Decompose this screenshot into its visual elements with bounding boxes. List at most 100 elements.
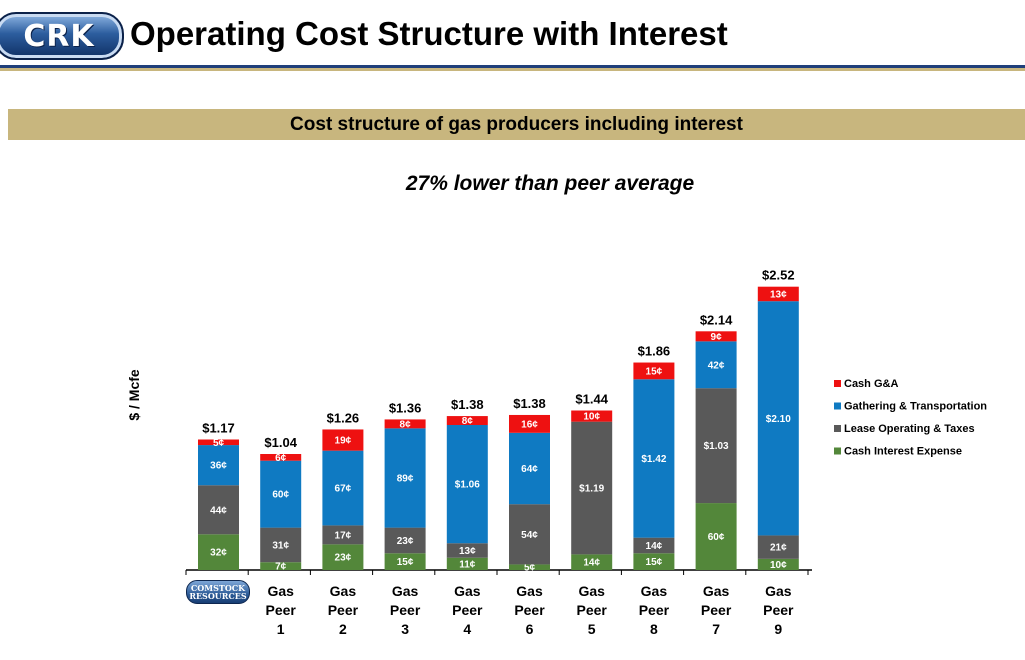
bar-segment — [695, 388, 737, 504]
bar-segment — [695, 503, 737, 570]
segment-label: 60¢ — [272, 490, 289, 501]
segment-label: 32¢ — [210, 548, 227, 559]
bar-total-label: $1.04 — [264, 435, 297, 450]
x-tick-label: Peer — [328, 602, 359, 618]
segment-label: 10¢ — [770, 560, 787, 571]
bar-segment — [509, 432, 550, 505]
bar-total-label: $1.38 — [451, 397, 484, 412]
segment-label: $1.42 — [641, 454, 666, 465]
bar-segment — [633, 537, 675, 554]
segment-label: 11¢ — [459, 559, 476, 570]
bar-segment — [260, 454, 302, 461]
bar-segment — [757, 535, 799, 559]
bar-segment — [384, 419, 426, 429]
segment-label: 5¢ — [213, 438, 225, 449]
bar-total-label: $1.44 — [575, 392, 608, 407]
segment-label: 14¢ — [583, 558, 600, 569]
bar-segment — [384, 527, 426, 554]
segment-label: 36¢ — [210, 461, 227, 472]
bar-segment — [509, 564, 550, 570]
segment-label: $1.19 — [579, 484, 604, 495]
segment-label: 16¢ — [521, 419, 538, 430]
segment-label: 10¢ — [583, 412, 600, 423]
segment-label: 23¢ — [397, 536, 414, 547]
bar-segment — [322, 525, 364, 545]
segment-label: 54¢ — [521, 530, 538, 541]
bar-segment — [384, 428, 426, 528]
bar-segment — [509, 414, 550, 433]
x-tick-label: Peer — [639, 602, 670, 618]
bar-segment — [633, 553, 675, 570]
legend-label: Cash Interest Expense — [844, 446, 962, 458]
segment-label: 8¢ — [462, 416, 474, 427]
x-tick-label: Gas — [765, 583, 792, 599]
x-tick-label: 3 — [401, 621, 409, 637]
bar-segment — [757, 558, 799, 570]
segment-label: 14¢ — [646, 541, 663, 552]
segment-label: 15¢ — [646, 366, 663, 377]
bar-segment — [446, 557, 488, 570]
x-tick-label: Gas — [641, 583, 668, 599]
bar-total-label: $1.86 — [638, 344, 671, 359]
x-tick-label: Gas — [703, 583, 730, 599]
x-tick-label: Peer — [701, 602, 732, 618]
x-tick-label: Gas — [267, 583, 294, 599]
header-rule-tan — [0, 68, 1025, 71]
segment-label: 5¢ — [524, 563, 536, 574]
legend-swatch — [834, 447, 841, 455]
bar-total-label: $1.17 — [202, 421, 235, 436]
bar-total-label: $1.38 — [513, 396, 546, 411]
bar-segment — [446, 416, 488, 425]
segment-label: 17¢ — [335, 530, 352, 541]
bar-segment — [322, 544, 364, 570]
segment-label: 6¢ — [275, 453, 287, 464]
segment-label: 21¢ — [770, 543, 787, 554]
bar-segment — [260, 460, 302, 528]
legend-swatch — [834, 402, 841, 410]
bar-segment — [695, 341, 737, 389]
page-title: Operating Cost Structure with Interest — [130, 15, 728, 52]
bar-segment — [198, 485, 239, 535]
segment-label: $1.03 — [704, 441, 729, 452]
legend-label: Gathering & Transportation — [844, 401, 987, 413]
x-tick-label: Gas — [516, 583, 543, 599]
x-tick-label: Peer — [577, 602, 608, 618]
bar-segment — [322, 429, 364, 451]
bar-total-label: $2.14 — [700, 312, 733, 327]
x-tick-label: Peer — [390, 602, 421, 618]
bar-segment — [633, 379, 675, 538]
bar-segment — [633, 362, 675, 380]
x-tick-label: Gas — [454, 583, 481, 599]
x-tick-label: 9 — [774, 621, 782, 637]
segment-label: 67¢ — [335, 484, 352, 495]
x-tick-label: 7 — [712, 621, 720, 637]
bar-total-label: $2.52 — [762, 268, 795, 283]
segment-label: 9¢ — [711, 332, 723, 343]
comstock-logo: COMSTOCK RESOURCES — [186, 580, 250, 604]
bar-segment — [260, 562, 302, 570]
x-tick-label: Gas — [330, 583, 357, 599]
x-tick-label: 4 — [463, 621, 471, 637]
bar-segment — [260, 527, 302, 563]
x-tick-label: Peer — [266, 602, 297, 618]
segment-label: 8¢ — [400, 419, 412, 430]
x-tick-label: Peer — [514, 602, 545, 618]
segment-label: 7¢ — [275, 562, 287, 573]
segment-label: 15¢ — [646, 557, 663, 568]
bar-segment — [509, 504, 550, 565]
bar-segment — [198, 445, 239, 486]
legend-label: Cash G&A — [844, 378, 898, 390]
x-tick-label: Peer — [763, 602, 794, 618]
bar-segment — [446, 543, 488, 558]
section-band: Cost structure of gas producers includin… — [8, 109, 1025, 140]
crk-logo: CRK — [0, 12, 124, 60]
x-tick-label: 1 — [277, 621, 285, 637]
x-tick-label: Gas — [392, 583, 419, 599]
bar-segment — [446, 425, 488, 544]
x-tick-label: Peer — [452, 602, 483, 618]
bar-segment — [571, 410, 613, 422]
x-tick-label: 5 — [588, 621, 596, 637]
bar-total-label: $1.26 — [327, 410, 360, 425]
segment-label: 44¢ — [210, 505, 227, 516]
